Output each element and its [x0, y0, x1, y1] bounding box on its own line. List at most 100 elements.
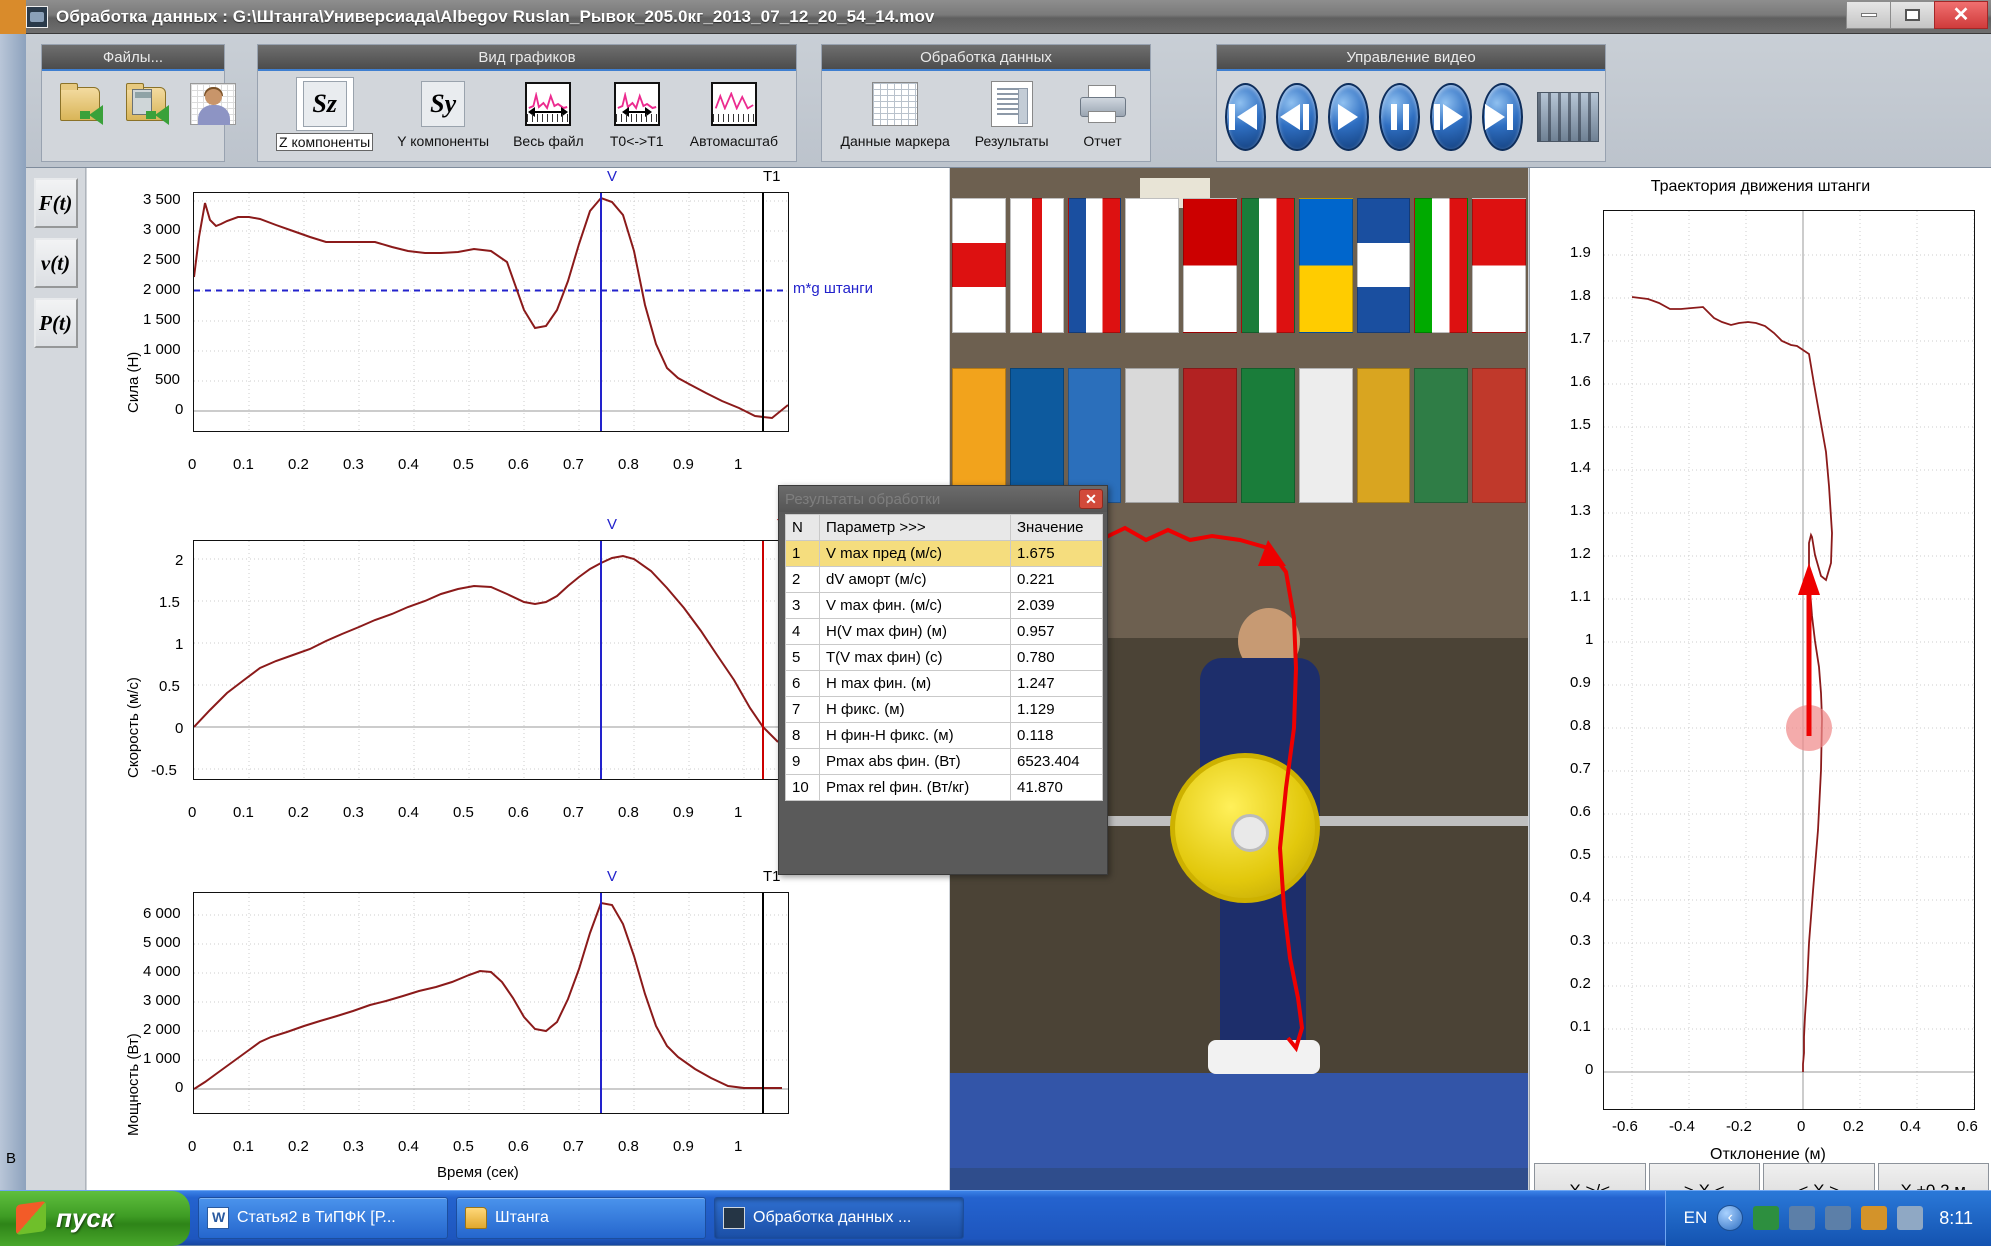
network-disconnected2-icon[interactable] — [1825, 1206, 1852, 1230]
force-xtick-0.6: 0.6 — [508, 456, 529, 473]
autoscale-button[interactable]: Автомасштаб — [686, 75, 782, 151]
close-icon[interactable]: ✕ — [1079, 489, 1103, 509]
step-forward-button[interactable] — [1430, 83, 1472, 151]
traj-ytick-1.7: 1.7 — [1570, 330, 1591, 347]
table-row[interactable]: 1 V max пред (м/с) 1.675 — [785, 540, 1103, 567]
table-row[interactable]: 6 H max фин. (м) 1.247 — [785, 670, 1103, 697]
force-ytick-500: 500 — [155, 371, 181, 388]
results-row-5-param: T(V max фин) (с) — [819, 644, 1011, 671]
window-title-bar[interactable]: Обработка данных : G:\Штанга\Универсиада… — [0, 0, 1991, 34]
results-row-1-param: V max пред (м/с) — [819, 540, 1011, 567]
force-chart[interactable]: V T1 Сила (Н) — [87, 168, 949, 510]
table-row[interactable]: 8 Н фин-Н фикс. (м) 0.118 — [785, 722, 1103, 749]
antivirus-icon[interactable] — [1861, 1206, 1888, 1230]
tray-language-indicator[interactable]: EN — [1683, 1208, 1708, 1227]
force-plot-area[interactable] — [193, 192, 789, 432]
play-button[interactable] — [1327, 83, 1369, 151]
results-row-3-value: 2.039 — [1010, 592, 1103, 619]
maximize-button[interactable] — [1890, 0, 1934, 29]
show-hidden-icon[interactable]: ‹ — [1717, 1205, 1744, 1231]
velocity-chart[interactable]: V T1 Скорость (м/с) — [87, 516, 949, 856]
results-row-9-param: Pmax abs фин. (Вт) — [819, 748, 1011, 775]
table-row[interactable]: 2 dV аморт (м/с) 0.221 — [785, 566, 1103, 593]
velocity-xtick-0.6: 0.6 — [508, 804, 529, 821]
velocity-xtick-0.1: 0.1 — [233, 804, 254, 821]
traj-ytick-0.4: 0.4 — [1570, 889, 1591, 906]
force-marker-t1-label: T1 — [763, 168, 781, 185]
results-dialog-titlebar[interactable]: Результаты обработки ✕ — [779, 486, 1107, 512]
power-ytick-0: 0 — [175, 1079, 184, 1096]
results-table: N Параметр >>> Значение 1 V max пред (м/… — [785, 514, 1103, 801]
video-flags-row-2 — [950, 368, 1528, 503]
results-col-param[interactable]: Параметр >>> — [819, 514, 1011, 541]
table-row[interactable]: 4 H(V max фин) (м) 0.957 — [785, 618, 1103, 645]
force-plot-button[interactable]: F(t) — [33, 178, 78, 228]
ribbon-group-data-processing: Обработка данных Данные маркера Результа… — [821, 44, 1151, 162]
athlete-card-button[interactable] — [180, 75, 246, 133]
results-button[interactable]: Результаты — [971, 75, 1053, 151]
window-controls[interactable]: ✕ — [1846, 0, 1991, 34]
close-button[interactable]: ✕ — [1934, 0, 1988, 29]
velocity-xtick-0.2: 0.2 — [288, 804, 309, 821]
play-icon — [1331, 104, 1365, 130]
velocity-xtick-0.7: 0.7 — [563, 804, 584, 821]
film-strip-button[interactable] — [1536, 92, 1599, 142]
velocity-plot-button[interactable]: v(t) — [33, 238, 78, 288]
results-row-4-value: 0.957 — [1010, 618, 1103, 645]
power-chart[interactable]: V T1 Мощность (Вт) — [87, 868, 949, 1190]
table-row[interactable]: 10 Pmax rel фин. (Вт/кг) 41.870 — [785, 774, 1103, 801]
monitor-icon[interactable] — [1897, 1206, 1924, 1230]
traj-x-axis-label: Отклонение (м) — [1710, 1146, 1826, 1163]
range-graph-icon — [608, 77, 666, 131]
taskbar-item-word[interactable]: Статья2 в ТиПФК [Р... — [198, 1197, 448, 1239]
power-xtick-0.4: 0.4 — [398, 1138, 419, 1155]
table-row[interactable]: 5 T(V max фин) (с) 0.780 — [785, 644, 1103, 671]
power-xtick-0.8: 0.8 — [618, 1138, 639, 1155]
tab-z-components[interactable]: Sz Z компоненты — [272, 75, 377, 153]
report-button[interactable]: Отчет — [1070, 75, 1136, 151]
minimize-button[interactable] — [1846, 0, 1890, 29]
open-calc-file-button[interactable] — [114, 75, 180, 133]
velocity-plot-area[interactable] — [193, 540, 789, 780]
results-row-8-n: 8 — [785, 722, 820, 749]
t0-t1-range-label: T0<->T1 — [609, 133, 664, 149]
step-back-button[interactable] — [1276, 83, 1318, 151]
taskbar-item-folder[interactable]: Штанга — [456, 1197, 706, 1239]
ribbon-group-graph-view-title: Вид графиков — [258, 45, 796, 71]
trajectory-plot-area[interactable] — [1603, 210, 1975, 1110]
pause-button[interactable] — [1378, 83, 1421, 151]
marker-data-button[interactable]: Данные маркера — [836, 75, 953, 151]
tab-y-components[interactable]: Sy Y компоненты — [393, 75, 493, 151]
video-platform — [950, 1073, 1528, 1173]
open-file-button[interactable] — [48, 75, 114, 133]
velocity-ytick-0.5: 0.5 — [159, 678, 180, 695]
tray-clock[interactable]: 8:11 — [1939, 1207, 1973, 1228]
force-xtick-0.1: 0.1 — [233, 456, 254, 473]
power-ytick-4000: 4 000 — [143, 963, 181, 980]
t0-t1-range-button[interactable]: T0<->T1 — [604, 75, 670, 151]
velocity-xtick-1: 1 — [734, 804, 743, 821]
power-plot-button[interactable]: P(t) — [33, 298, 78, 348]
system-tray: EN ‹ 8:11 — [1664, 1190, 1991, 1246]
table-row[interactable]: 9 Pmax abs фин. (Вт) 6523.404 — [785, 748, 1103, 775]
traj-ytick-1.8: 1.8 — [1570, 287, 1591, 304]
table-row[interactable]: 7 Н фикс. (м) 1.129 — [785, 696, 1103, 723]
power-xtick-0.7: 0.7 — [563, 1138, 584, 1155]
network-disconnected-icon[interactable] — [1789, 1206, 1816, 1230]
traj-xtick-0.4: 0.4 — [1900, 1118, 1921, 1135]
power-plot-area[interactable] — [193, 892, 789, 1114]
table-row[interactable]: 3 V max фин. (м/с) 2.039 — [785, 592, 1103, 619]
video-panel[interactable]: 0.740 s — [950, 168, 1528, 1190]
skip-to-start-button[interactable] — [1225, 83, 1267, 151]
report-label: Отчет — [1083, 133, 1122, 149]
results-row-5-value: 0.780 — [1010, 644, 1103, 671]
whole-file-button[interactable]: Весь файл — [509, 75, 588, 151]
skip-to-end-button[interactable] — [1481, 83, 1523, 151]
results-row-9-n: 9 — [785, 748, 820, 775]
taskbar-item-app[interactable]: Обработка данных ... — [714, 1197, 964, 1239]
start-button[interactable]: пуск — [0, 1190, 190, 1246]
network-icon[interactable] — [1753, 1206, 1780, 1230]
step-forward-icon — [1433, 104, 1468, 130]
trajectory-panel: Траектория движения штанги — [1529, 168, 1991, 1203]
results-dialog[interactable]: Результаты обработки ✕ N Параметр >>> Зн… — [778, 485, 1108, 875]
